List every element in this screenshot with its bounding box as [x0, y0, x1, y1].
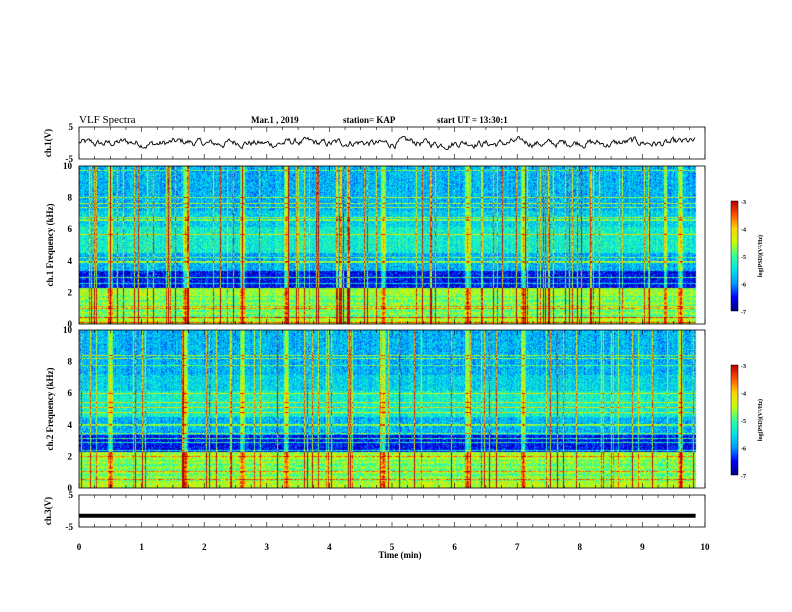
- ch2-frequency-ylabel: ch.2 Frequency (kHz): [45, 367, 55, 450]
- ch2-ytick-10: 10: [63, 325, 73, 335]
- ch1-frequency-ticks: 0 2 4 6 8 10: [63, 161, 73, 329]
- ch1-frequency-ylabel: ch.1 Frequency (kHz): [45, 203, 55, 286]
- ch2-frequency-ticks: 0 2 4 6 8 10: [63, 325, 73, 493]
- ch2-cbar-tick-m3: -3: [741, 364, 746, 370]
- time-tick-label-0: 0: [77, 542, 82, 552]
- ch1-ytick-4: 4: [68, 256, 73, 266]
- ch2-ytick-4: 4: [68, 420, 73, 430]
- ch1-spectrogram-ticks: [78, 166, 706, 324]
- ch1-spectrogram-panel: 0 2 4 6 8 10 ch.1 Frequency (kHz) -3 -4 …: [45, 161, 764, 329]
- ch1-colorbar: [730, 200, 739, 312]
- ch2-colorbar-label: log(PSD)(V²/Hz): [757, 399, 764, 441]
- time-tick-label-9: 9: [640, 542, 645, 552]
- ch2-colorbar-ticks: -3 -4 -5 -6 -7: [741, 364, 746, 480]
- time-tick-label-6: 6: [452, 542, 457, 552]
- ch2-spectrogram-panel: 0 2 4 6 8 10 ch.2 Frequency (kHz) -3 -4 …: [45, 325, 764, 493]
- start-time-label: start UT = 13:30:1: [437, 115, 508, 125]
- time-tick-label-8: 8: [578, 542, 583, 552]
- ch2-cbar-tick-m5: -5: [741, 419, 746, 425]
- ch1-colorbar-ticks: -3 -4 -5 -6 -7: [741, 200, 746, 316]
- ch1-ytick-10: 10: [63, 161, 73, 171]
- ch2-colorbar: [730, 364, 739, 476]
- ch2-ytick-2: 2: [68, 451, 73, 461]
- ch3-ytick-bottom: -5: [66, 522, 74, 532]
- ch1-cbar-tick-m4: -4: [741, 228, 746, 234]
- ch2-cbar-tick-m7: -7: [741, 474, 746, 480]
- ch1-waveform-ylabel: ch.1(V): [43, 129, 53, 157]
- time-tick-label-10: 10: [701, 542, 711, 552]
- time-tick-label-1: 1: [139, 542, 144, 552]
- ch2-ytick-8: 8: [68, 357, 73, 367]
- ch1-waveform-panel: 5 -5 ch.1(V): [43, 122, 706, 164]
- ch1-ytick-bottom: -5: [66, 154, 74, 164]
- ch3-waveform-ticks: [78, 495, 706, 527]
- ch2-spectrogram-image: [79, 330, 705, 488]
- time-tick-label-5: 5: [390, 542, 395, 552]
- ch1-ytick-6: 6: [68, 224, 73, 234]
- time-axis-label: Time (min): [378, 550, 421, 560]
- ch3-waveform-panel: 5 -5 ch.3(V): [43, 490, 706, 532]
- ch1-cbar-tick-m5: -5: [741, 255, 746, 261]
- ch1-ytick-0: 0: [68, 319, 73, 329]
- ch2-ytick-6: 6: [68, 388, 73, 398]
- station-label: station= KAP: [343, 115, 396, 125]
- ch1-spectrogram-image: [79, 166, 705, 324]
- ch2-ytick-0: 0: [68, 483, 73, 493]
- ch2-spectrogram-ticks: [78, 330, 706, 488]
- ch2-cbar-tick-m4: -4: [741, 392, 746, 398]
- ch1-ytick-8: 8: [68, 193, 73, 203]
- ch1-ytick-top: 5: [69, 122, 74, 132]
- ch1-colorbar-label: log(PSD)(V²/Hz): [757, 235, 764, 277]
- ch1-waveform-ticks: [78, 127, 706, 159]
- ch3-ytick-top: 5: [69, 490, 74, 500]
- date-label: Mar.1 , 2019: [251, 115, 299, 125]
- ch1-ytick-2: 2: [68, 287, 73, 297]
- ch1-cbar-tick-m6: -6: [741, 283, 746, 289]
- time-axis-tick-labels: 0 1 2 3 4 5 6 7 8 9 10: [77, 542, 710, 552]
- time-tick-label-4: 4: [327, 542, 332, 552]
- ch3-waveform-ylabel: ch.3(V): [43, 497, 53, 525]
- time-tick-label-2: 2: [202, 542, 207, 552]
- ch1-waveform-trace: [78, 136, 696, 150]
- figure-title: VLF Spectra: [79, 114, 136, 126]
- ch2-cbar-tick-m6: -6: [741, 447, 746, 453]
- ch1-cbar-tick-m3: -3: [741, 200, 746, 206]
- ch1-cbar-tick-m7: -7: [741, 310, 746, 316]
- time-tick-label-7: 7: [515, 542, 520, 552]
- time-tick-label-3: 3: [265, 542, 270, 552]
